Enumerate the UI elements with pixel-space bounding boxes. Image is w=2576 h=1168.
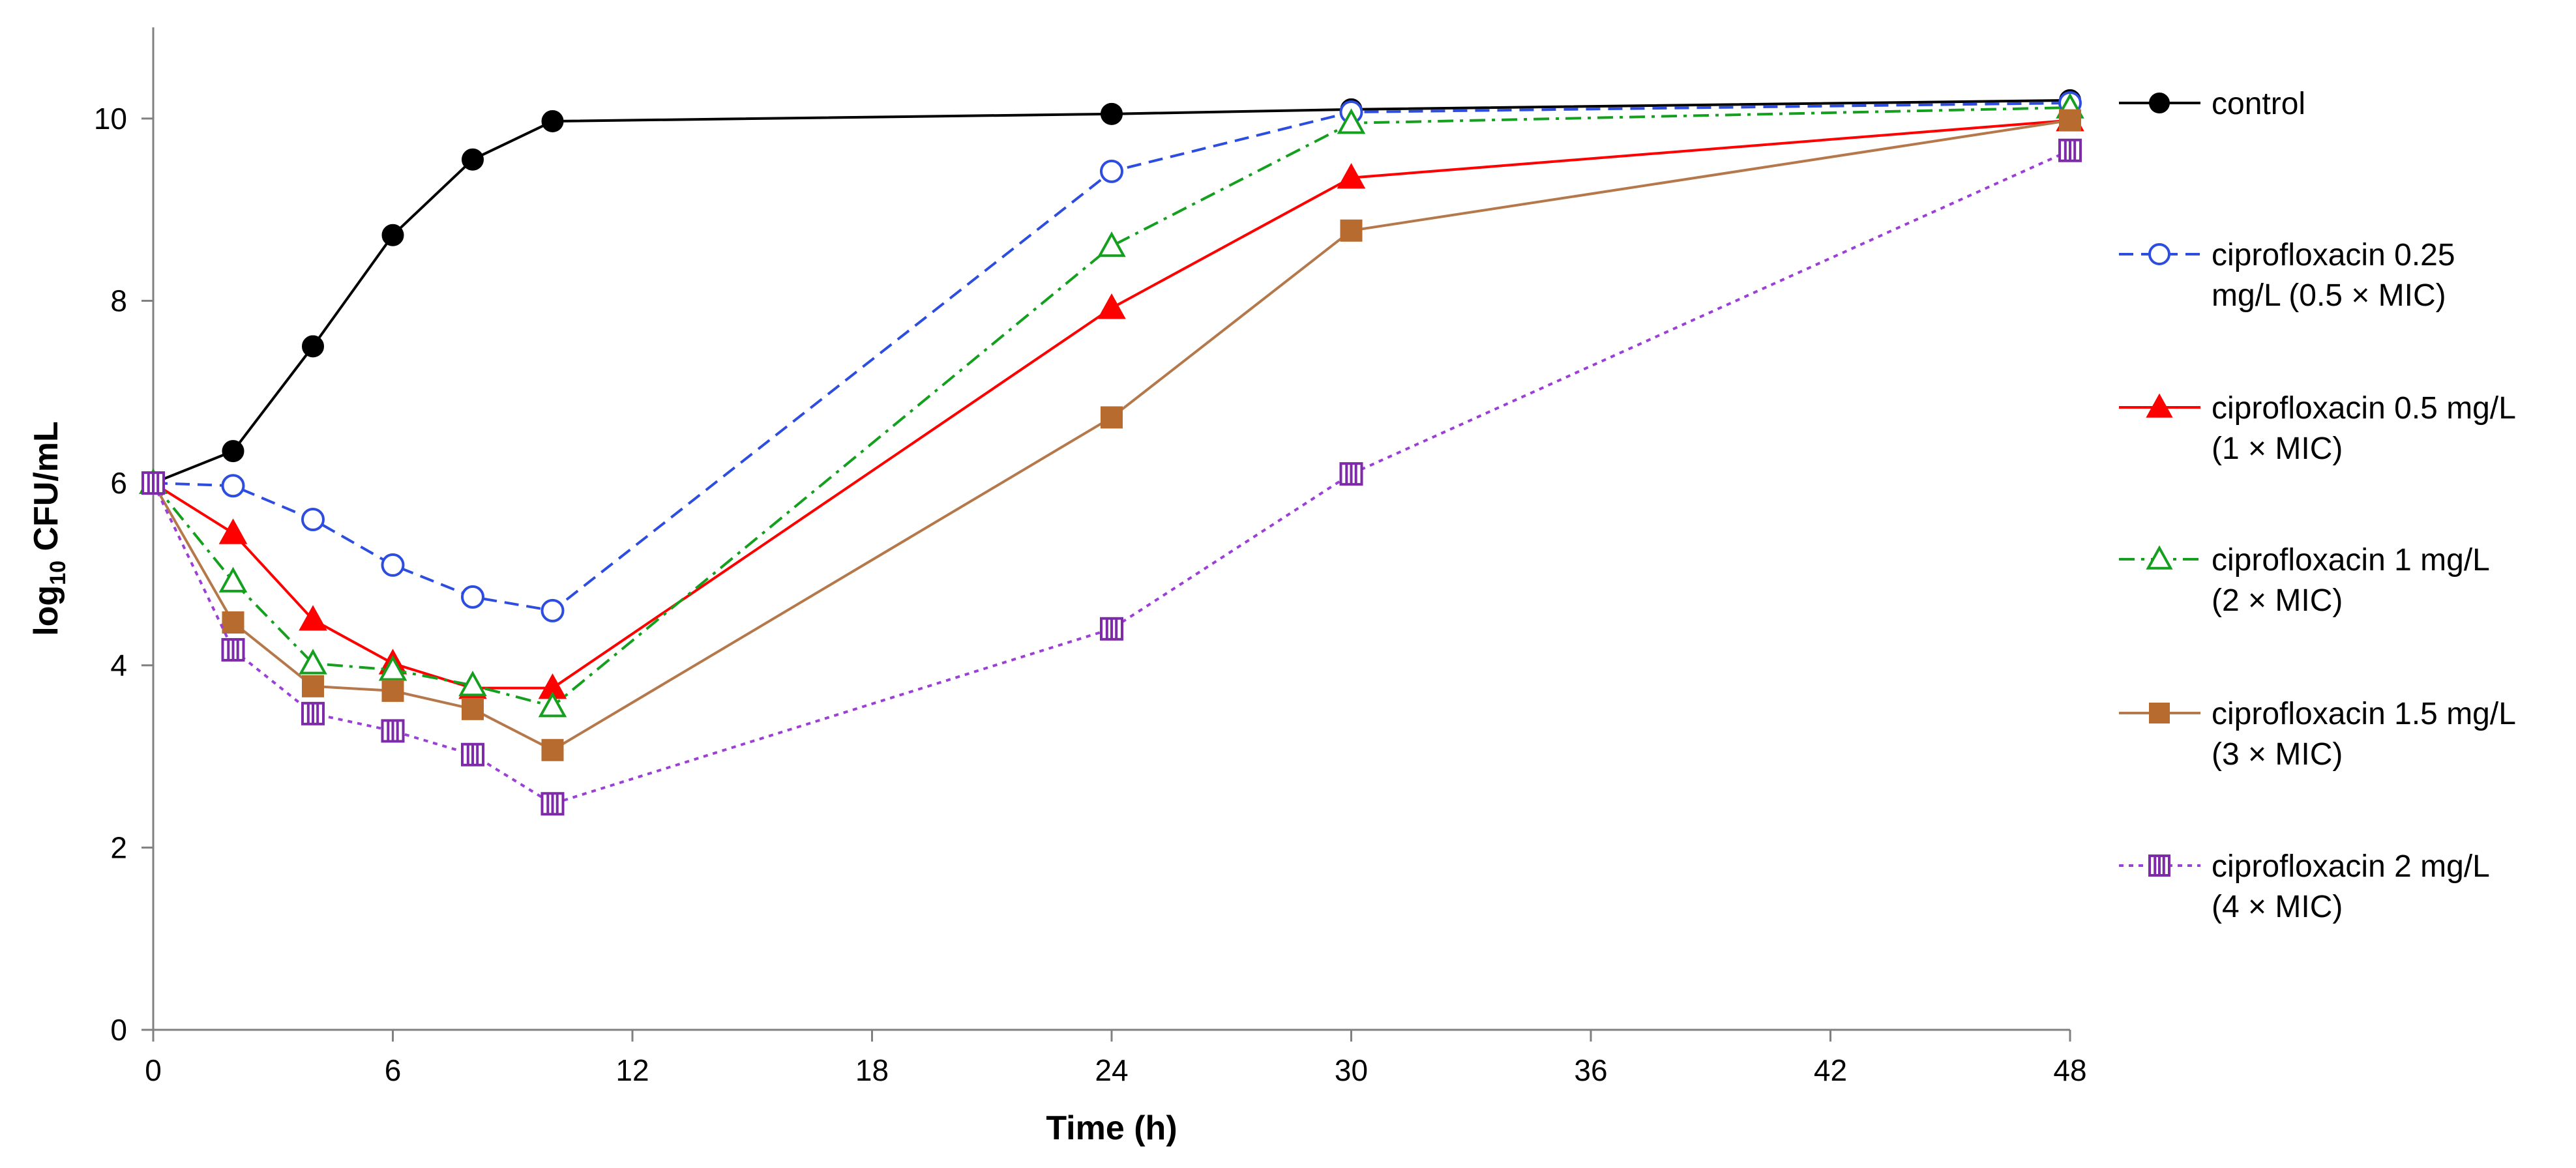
y-tick-label: 4 <box>110 649 127 682</box>
data-point <box>299 649 327 675</box>
x-tick-label: 36 <box>1574 1053 1607 1087</box>
series-line <box>152 119 2071 690</box>
data-point <box>458 670 487 697</box>
data-point <box>1339 462 1363 486</box>
data-point <box>301 701 325 725</box>
data-point <box>221 474 245 498</box>
data-point <box>2149 93 2170 113</box>
data-point <box>222 611 244 634</box>
x-axis-title: Time (h) <box>1046 1109 1177 1147</box>
legend-item: ciprofloxacin 0.5 mg/L (1 × MIC) <box>2119 391 2516 466</box>
y-tick-label: 8 <box>110 284 127 317</box>
legend-label: ciprofloxacin 1.5 mg/L <box>2212 697 2516 731</box>
data-point <box>1101 102 1123 125</box>
data-point <box>462 697 484 720</box>
legend-label: ciprofloxacin 1 mg/L <box>2212 543 2490 577</box>
y-tick-label: 2 <box>110 830 127 864</box>
legend-label: (4 × MIC) <box>2212 890 2343 924</box>
y-axis-title-subscript: 10 <box>46 561 70 585</box>
data-point <box>381 719 405 743</box>
series-ciprofloxacin-2 <box>141 138 2082 816</box>
x-tick-label: 0 <box>145 1053 162 1087</box>
series-layer <box>139 89 2084 816</box>
legend-label: ciprofloxacin 2 mg/L <box>2212 849 2490 884</box>
x-tick-label: 18 <box>855 1053 889 1087</box>
x-tick-label: 42 <box>1814 1053 1847 1087</box>
legend-item: control <box>2119 87 2305 121</box>
data-point <box>461 742 484 766</box>
series-control <box>142 89 2081 495</box>
y-axis-title: log10 CFU/mL <box>27 421 70 636</box>
x-tick-label: 6 <box>385 1053 402 1087</box>
data-point <box>2146 393 2173 418</box>
series-ciprofloxacin-0.25 <box>141 91 2082 622</box>
data-point <box>540 598 565 622</box>
data-point <box>299 605 327 631</box>
data-point <box>381 679 404 702</box>
data-point <box>2059 109 2081 132</box>
data-point <box>461 585 484 609</box>
data-point <box>1337 108 1366 134</box>
x-tick-label: 30 <box>1335 1053 1368 1087</box>
data-point <box>218 566 248 592</box>
series-ciprofloxacin-1.5 <box>142 109 2081 761</box>
legend-item: ciprofloxacin 0.25 mg/L (0.5 × MIC) <box>2119 238 2455 313</box>
legend-label: (2 × MIC) <box>2212 583 2343 618</box>
series-line <box>152 106 2071 708</box>
data-point <box>302 675 324 697</box>
data-point <box>221 637 245 662</box>
data-point <box>1100 617 1123 641</box>
data-point <box>1101 406 1123 429</box>
data-point <box>540 792 565 816</box>
x-tick-label: 24 <box>1095 1053 1128 1087</box>
data-point <box>2058 138 2082 162</box>
y-axis-title-rest: CFU/mL <box>27 421 65 561</box>
data-point <box>541 110 564 133</box>
legend-label: ciprofloxacin 0.5 mg/L <box>2212 391 2516 426</box>
data-point <box>1100 159 1123 183</box>
data-point <box>2149 703 2170 723</box>
y-axis-title-base: log <box>27 585 65 636</box>
legend-label: control <box>2212 87 2305 121</box>
data-point <box>378 655 407 681</box>
series-line <box>152 119 2071 752</box>
data-point <box>2148 243 2170 265</box>
data-point <box>2146 545 2173 570</box>
data-point <box>381 553 405 577</box>
data-point <box>218 518 248 544</box>
data-point <box>538 692 567 718</box>
legend-label: (1 × MIC) <box>2212 431 2343 466</box>
data-point <box>1097 231 1126 257</box>
data-point <box>222 440 244 463</box>
data-point <box>1097 293 1126 319</box>
data-point <box>2148 854 2170 877</box>
data-point <box>381 224 404 246</box>
data-point <box>141 471 165 495</box>
y-tick-label: 6 <box>110 466 127 500</box>
data-point <box>541 738 564 761</box>
data-point <box>1340 219 1363 242</box>
data-point <box>1337 163 1366 189</box>
y-tick-label: 0 <box>110 1013 127 1047</box>
data-point <box>301 508 325 532</box>
legend-item: ciprofloxacin 1 mg/L (2 × MIC) <box>2119 543 2490 618</box>
legend-label: ciprofloxacin 0.25 <box>2212 238 2455 272</box>
data-point <box>302 335 324 358</box>
legend-label: mg/L (0.5 × MIC) <box>2212 278 2446 313</box>
x-tick-label: 48 <box>2053 1053 2086 1087</box>
legend: control ciprofloxacin 0.25 mg/L (0.5 × MIC… <box>2119 87 2516 924</box>
data-point <box>462 148 484 171</box>
y-tick-label: 10 <box>94 102 127 136</box>
legend-label: (3 × MIC) <box>2212 737 2343 772</box>
x-tick-label: 12 <box>615 1053 649 1087</box>
legend-item: ciprofloxacin 1.5 mg/L (3 × MIC) <box>2119 697 2516 772</box>
legend-item: ciprofloxacin 2 mg/L (4 × MIC) <box>2119 849 2490 924</box>
